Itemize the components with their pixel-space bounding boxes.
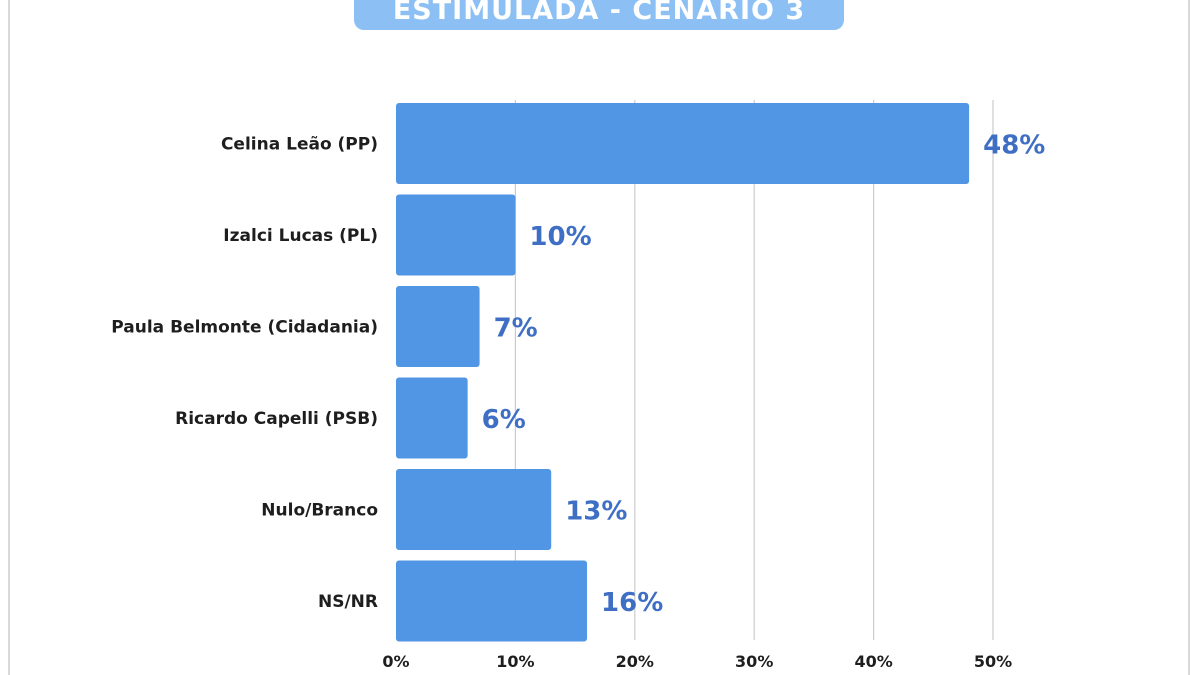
x-tick-label: 30% [735,652,773,671]
category-label: Celina Leão (PP) [221,135,378,155]
x-axis-tick-labels: 0% 10% 20% 30% 40% 50% [382,652,1012,671]
value-label: 6% [482,405,526,435]
value-label: 10% [529,222,591,252]
value-labels: 48% 10% 7% 6% 13% 16% [482,131,1046,619]
bar [396,377,468,459]
x-tick-label: 50% [974,652,1012,671]
bar [396,286,480,367]
grid-lines [514,100,994,640]
category-labels: Celina Leão (PP) Izalci Lucas (PL) Paula B… [111,135,378,613]
category-label: Izalci Lucas (PL) [223,226,378,246]
chart-title: ESTIMULADA - CENÁRIO 3 [392,0,806,26]
x-tick-label: 0% [382,652,409,671]
panel-left-border [8,0,10,675]
value-label: 16% [601,588,663,618]
category-label: Paula Belmonte (Cidadania) [111,318,378,338]
bars [396,103,970,642]
value-label: 13% [565,497,627,527]
chart-title-banner: ESTIMULADA - CENÁRIO 3 [354,0,844,30]
bar [396,194,516,276]
panel-right-border [1188,0,1190,675]
x-tick-label: 10% [496,652,534,671]
bar [396,469,552,550]
value-label: 7% [494,314,538,344]
bar [396,103,970,184]
category-label: NS/NR [318,592,378,612]
x-tick-label: 20% [616,652,654,671]
bar [396,560,588,642]
x-tick-label: 40% [854,652,892,671]
category-label: Ricardo Capelli (PSB) [175,409,378,429]
value-label: 48% [983,131,1045,161]
category-label: Nulo/Branco [261,501,378,521]
